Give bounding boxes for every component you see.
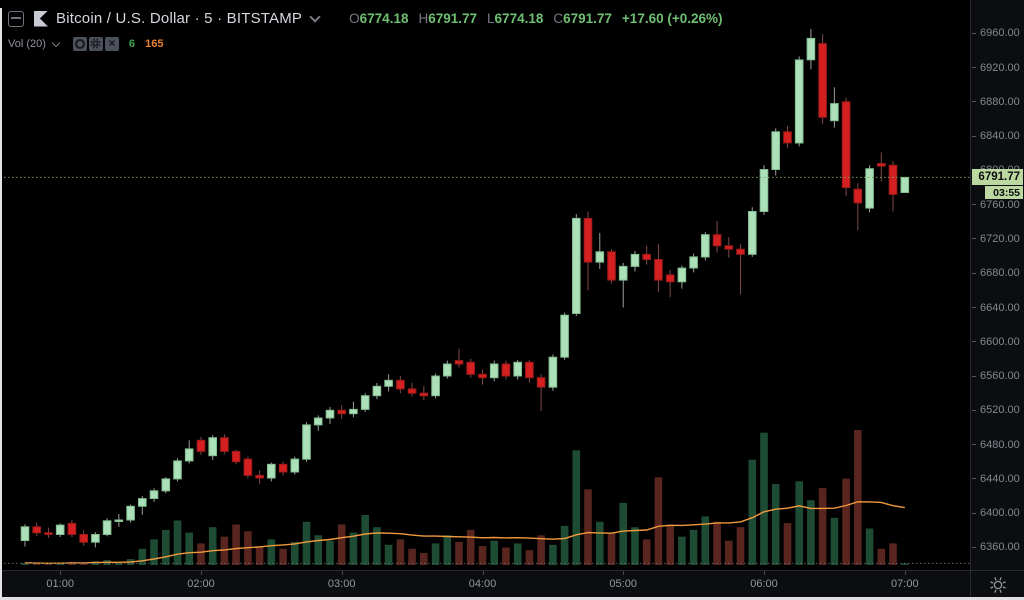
current-volume-value: 6 — [128, 37, 136, 50]
time-tick-mark — [904, 571, 906, 575]
time-tick-mark — [623, 571, 625, 575]
price-tick-label: 6400.00 — [971, 507, 1024, 519]
price-tick-label: 6920.00 — [971, 62, 1024, 74]
chart-header: Bitcoin / U.S. Dollar · 5 · BITSTAMP O 67… — [8, 8, 723, 29]
gear-icon — [90, 38, 102, 49]
volume-ma-value: 165 — [145, 37, 164, 50]
low-value: 6774.18 — [494, 11, 544, 26]
current-price-label: 6791.77 — [972, 169, 1023, 185]
close-icon: × — [108, 36, 116, 50]
indicator-settings-button[interactable] — [88, 36, 103, 51]
exchange-logo-icon — [34, 10, 48, 27]
time-tick-label: 02:00 — [187, 578, 215, 590]
price-tick-label: 6840.00 — [971, 130, 1024, 142]
price-tick-label: 6680.00 — [971, 267, 1024, 279]
price-tick-label: 6600.00 — [971, 336, 1024, 348]
time-tick-label: 06:00 — [750, 578, 778, 590]
time-tick-label: 07:00 — [891, 578, 919, 590]
price-tick-label: 6720.00 — [971, 233, 1024, 245]
candlestick-chart[interactable] — [0, 0, 970, 570]
chevron-down-icon[interactable] — [309, 11, 321, 23]
collapse-panel-icon[interactable] — [8, 10, 24, 27]
time-tick-label: 03:00 — [327, 578, 356, 590]
time-tick-mark — [60, 571, 62, 575]
open-value: 6774.18 — [359, 11, 409, 26]
close-letter: C — [553, 11, 564, 26]
time-tick-mark — [201, 571, 202, 575]
volume-indicator-label[interactable]: Vol (20) — [8, 37, 46, 50]
price-tick-label: 6440.00 — [971, 473, 1024, 485]
volume-values: 6 165 — [129, 38, 164, 50]
close-value: 6791.77 — [563, 11, 612, 26]
price-tick-label: 6640.00 — [971, 302, 1024, 314]
gear-icon — [990, 576, 1006, 593]
time-tick-label: 01:00 — [46, 578, 74, 590]
indicator-show-hide-button[interactable] — [72, 36, 87, 51]
price-tick-label: 6960.00 — [971, 27, 1024, 39]
time-tick-mark — [341, 571, 343, 575]
time-tick-mark — [764, 571, 765, 575]
chevron-down-icon[interactable] — [51, 38, 61, 47]
chart-pane[interactable] — [0, 0, 970, 570]
volume-bars — [21, 430, 909, 566]
candles — [20, 29, 910, 548]
open-letter: O — [349, 11, 360, 26]
circle-icon — [74, 38, 85, 49]
change-value: +17.60 (+0.26%) — [621, 11, 723, 26]
volume-ma-line — [24, 501, 905, 565]
price-tick-label: 6760.00 — [971, 199, 1024, 211]
price-tick-label: 6880.00 — [971, 96, 1024, 108]
high-letter: H — [418, 11, 429, 26]
price-tick-label: 6520.00 — [971, 404, 1024, 416]
price-tick-label: 6480.00 — [971, 439, 1024, 451]
ohlc-readout: O 6774.18 H 6791.77 L 6774.18 C 6791.77 +17.… — [349, 11, 722, 26]
price-tick-label: 6360.00 — [971, 541, 1024, 553]
bar-countdown-label: 03:55 — [985, 186, 1023, 199]
time-tick-label: 04:00 — [468, 578, 497, 590]
price-tick-label: 6560.00 — [971, 370, 1024, 382]
symbol-title[interactable]: Bitcoin / U.S. Dollar · 5 · BITSTAMP — [56, 10, 303, 27]
axis-settings-button[interactable] — [970, 570, 1024, 598]
indicator-remove-button[interactable]: × — [104, 36, 119, 51]
time-axis[interactable]: 01:00 02:00 03:00 04:00 05:00 06:00 07:00 — [0, 570, 970, 598]
time-tick-mark — [482, 571, 484, 575]
time-tick-label: 05:00 — [609, 578, 637, 590]
volume-indicator-header: Vol (20) × 6 165 — [8, 36, 163, 51]
window-edge-bottom — [0, 597, 1024, 600]
price-axis[interactable]: 6960.006920.006880.006840.006800.006760.… — [970, 0, 1024, 570]
low-letter: L — [487, 11, 495, 26]
high-value: 6791.77 — [428, 11, 478, 26]
window-edge-left — [0, 8, 2, 600]
